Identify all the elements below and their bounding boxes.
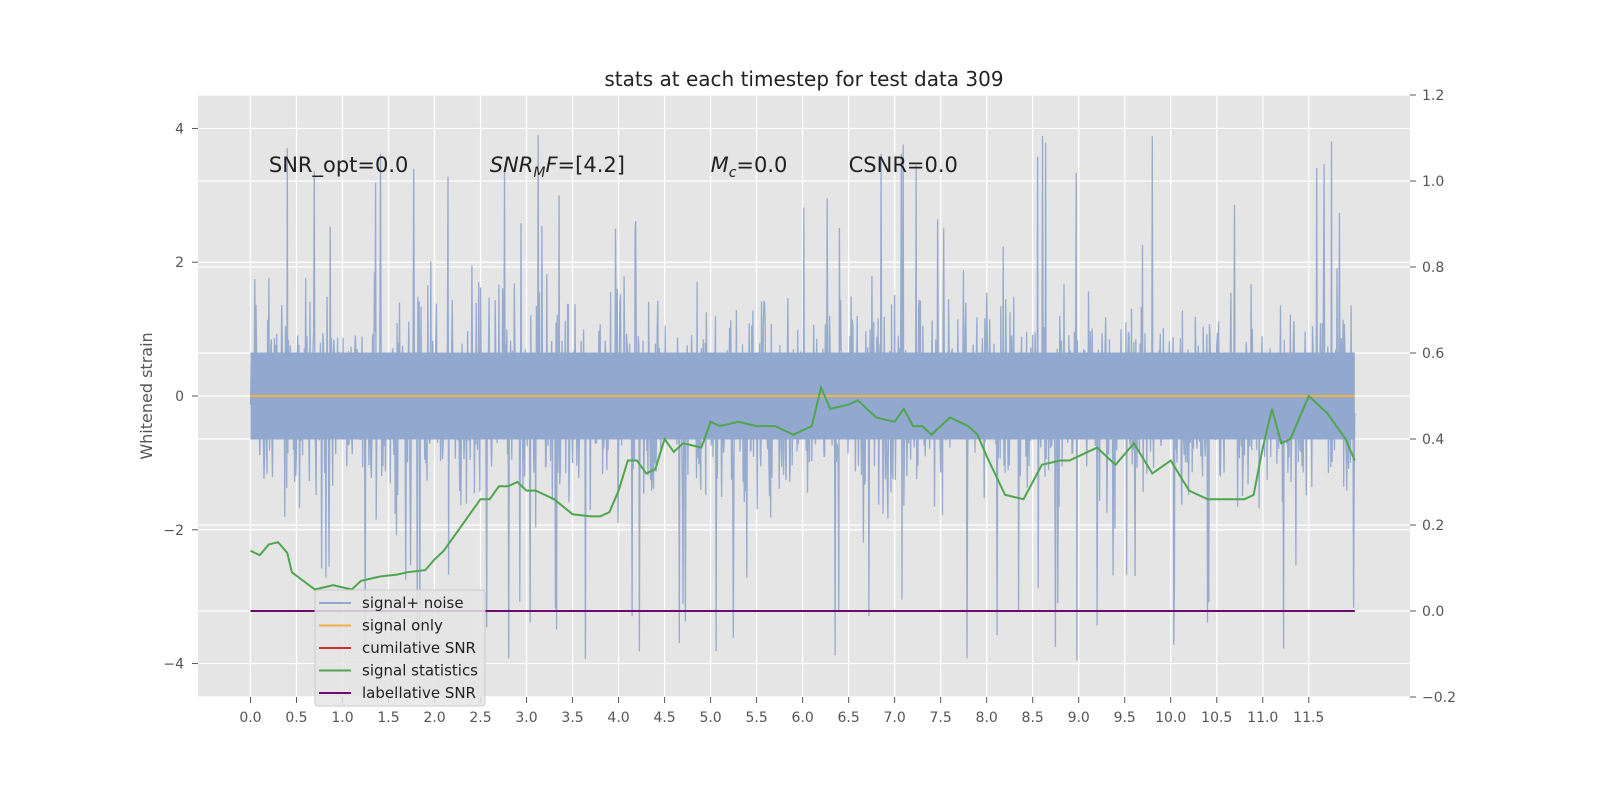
x-tick-label: 3.0 [515,710,537,726]
x-tick-label: 3.5 [561,710,583,726]
y2-tick-label: 0.6 [1422,346,1444,362]
y-tick-label: 0 [175,389,184,405]
y2-tick-label: 0.2 [1422,518,1444,534]
y2-tick-label: −0.2 [1422,690,1456,706]
x-tick-label: 6.0 [791,710,813,726]
x-tick-label: 1.0 [331,710,353,726]
legend-label-signal-statistics: signal statistics [362,662,478,680]
series-line-signal-statistics [250,384,1356,591]
x-tick-label: 5.0 [699,710,721,726]
legend-box [314,589,486,707]
x-tick-label: 5.5 [745,710,767,726]
x-tick-label: 8.0 [976,710,998,726]
x-tick-label: 8.5 [1022,710,1044,726]
x-tick-label: 10.5 [1201,710,1232,726]
y-tick-label: 2 [175,255,184,271]
y2-tick-label: 0.8 [1422,260,1444,276]
x-tick-label: 11.5 [1293,710,1324,726]
x-tick-label: 10.0 [1155,710,1186,726]
y-tick-label: 4 [175,121,184,137]
y-tick-label: −2 [163,523,184,539]
legend: signal+ noise signal only cumilative SNR si… [314,589,486,707]
y-tick-label: −4 [163,657,184,673]
x-tick-label: 6.5 [838,710,860,726]
annotations: SNR_opt=0.0 SNRMF=[4.2] Mc=0.0 CSNR=0.0 [269,153,958,181]
x-tick-label: 2.0 [423,710,445,726]
x-tick-label: 1.5 [377,710,399,726]
x-tick-label: 0.5 [285,710,307,726]
x-tick-label: 9.0 [1068,710,1090,726]
y2-tick-label: 1.0 [1422,174,1444,190]
y2-tick-label: 0.4 [1422,432,1444,448]
x-tick-label: 2.5 [469,710,491,726]
legend-overlap-text: cumilative SNR [362,684,476,702]
annotation-text: CSNR=0.0 [849,153,958,177]
axes: 0.0 0.5 1.0 1.5 2.0 2.5 3.0 3.5 4.0 4.5 5.0 5.5 6.0 6… [163,88,1456,726]
annotation-text: Mc=0.0 [711,153,788,181]
legend-label-cumilative-snr: cumilative SNR [362,639,476,657]
x-tick-label: 4.0 [607,710,629,726]
x-tick-label: 9.5 [1114,710,1136,726]
x-tick-label: 11.0 [1247,710,1278,726]
y-axis-label: Whitened strain [137,332,156,459]
y2-tick-label: 1.2 [1422,88,1444,104]
legend-label-signal-noise: signal+ noise [362,594,464,612]
annotation-text: SNRMF=[4.2] [490,153,625,181]
x-tick-label: 7.0 [884,710,906,726]
legend-label-signal-only: signal only [362,617,443,635]
annotation-text: SNR_opt=0.0 [269,153,409,178]
chart-title: stats at each timestep for test data 309 [604,67,1003,91]
x-tick-label: 4.5 [653,710,675,726]
x-tick-label: 0.0 [239,710,261,726]
x-tick-label: 7.5 [930,710,952,726]
y2-tick-label: 0.0 [1422,604,1444,620]
legend-label-label: label [362,684,398,702]
